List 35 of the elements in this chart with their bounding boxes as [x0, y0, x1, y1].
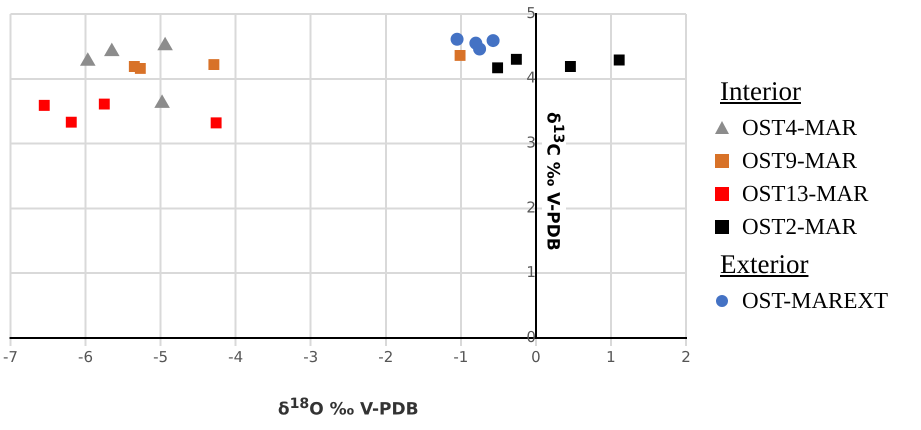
x-tick-label: -1 [453, 348, 468, 366]
y-tick-label: 1 [526, 263, 536, 282]
x-tick-label: 2 [681, 348, 691, 366]
legend-label: OST4-MAR [742, 114, 858, 140]
x-tick-label: 1 [606, 348, 616, 366]
point [38, 100, 50, 111]
point [510, 54, 522, 65]
y-tick-label: 3 [526, 133, 536, 152]
legend-label: OST13-MAR [742, 180, 869, 206]
x-tick-label: -3 [303, 348, 318, 366]
text: Exterior [720, 249, 810, 280]
legend-label: OST-MAREXT [742, 288, 888, 314]
point [450, 32, 464, 46]
point [66, 116, 77, 128]
point [564, 61, 576, 72]
x-tick-label: -2 [378, 348, 394, 366]
point [486, 34, 500, 48]
point [134, 62, 146, 74]
legend-label: OST2-MAR [742, 214, 858, 240]
point [454, 50, 466, 61]
point [492, 62, 504, 74]
point [210, 117, 222, 128]
y-tick-label: 2 [526, 198, 536, 216]
x-tick-label: -4 [228, 348, 244, 366]
text: Interior [720, 76, 802, 107]
point [614, 54, 625, 66]
legend-label: OST9-MAR [742, 148, 858, 174]
y-tick-label: 5 [526, 4, 536, 22]
point [473, 42, 486, 56]
point [98, 98, 110, 110]
x-tick-label: -6 [78, 348, 94, 366]
x-tick-label: -7 [2, 348, 18, 366]
x-tick-label: -5 [153, 348, 168, 366]
x-axis-title: δ$^{18}$O ‰ V-PDB [276, 396, 420, 420]
point [208, 59, 220, 70]
